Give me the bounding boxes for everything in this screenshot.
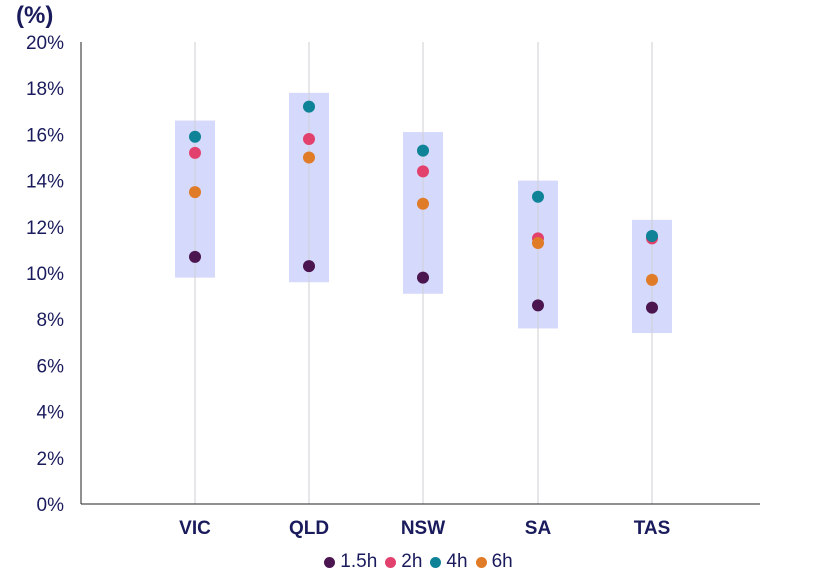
point-4h-vic <box>189 130 201 143</box>
y-tick-label: 12% <box>26 218 64 239</box>
x-tick-label-nsw: NSW <box>401 518 445 539</box>
point-1_5h-sa <box>532 299 544 312</box>
legend-marker-icon <box>430 556 442 568</box>
x-tick-label-sa: SA <box>525 518 552 539</box>
y-tick-label: 4% <box>37 403 65 424</box>
legend-item: 4h <box>430 551 468 573</box>
y-tick-label: 16% <box>26 125 64 146</box>
point-1_5h-nsw <box>417 271 429 284</box>
point-1_5h-qld <box>303 260 315 273</box>
y-tick-label: 20% <box>26 33 64 54</box>
y-tick-label: 8% <box>37 310 65 331</box>
point-4h-tas <box>646 230 658 243</box>
point-2h-nsw <box>417 165 429 178</box>
x-tick-label-vic: VIC <box>179 518 211 539</box>
point-4h-nsw <box>417 144 429 157</box>
x-tick-label-tas: TAS <box>634 518 671 539</box>
chart-legend: 1.5h 2h 4h 6h <box>0 551 819 573</box>
x-tick-label-qld: QLD <box>289 518 329 539</box>
y-tick-label: 14% <box>26 172 64 193</box>
point-1_5h-vic <box>189 250 201 263</box>
y-unit-label: (%) <box>16 2 54 29</box>
y-tick-label: 2% <box>37 449 65 470</box>
legend-item: 1.5h <box>324 551 377 573</box>
legend-label: 1.5h <box>340 551 378 572</box>
y-tick-label: 10% <box>26 264 64 285</box>
legend-item: 2h <box>385 551 422 573</box>
legend-label: 6h <box>491 551 513 572</box>
point-6h-tas <box>646 273 658 286</box>
scatter-chart: 0% 2% 4% 6% 8% 10% 12% 14% 16% 18% 20% VIC QLD NSW SA T… <box>26 33 760 539</box>
point-6h-qld <box>303 151 315 164</box>
legend-marker-icon <box>324 556 336 568</box>
legend-label: 4h <box>446 551 468 572</box>
point-2h-vic <box>189 146 201 159</box>
y-tick-label: 6% <box>37 356 65 377</box>
y-tick-label: 18% <box>26 79 64 100</box>
point-2h-qld <box>303 133 315 146</box>
point-4h-sa <box>532 190 544 203</box>
legend-marker-icon <box>475 556 487 568</box>
legend-item: 6h <box>475 551 513 573</box>
point-4h-qld <box>303 100 315 113</box>
point-1_5h-tas <box>646 301 658 314</box>
point-6h-nsw <box>417 197 429 210</box>
legend-marker-icon <box>385 556 397 568</box>
y-tick-label: 0% <box>37 495 65 516</box>
point-6h-sa <box>532 236 544 249</box>
point-6h-vic <box>189 186 201 199</box>
legend-label: 2h <box>401 551 423 572</box>
